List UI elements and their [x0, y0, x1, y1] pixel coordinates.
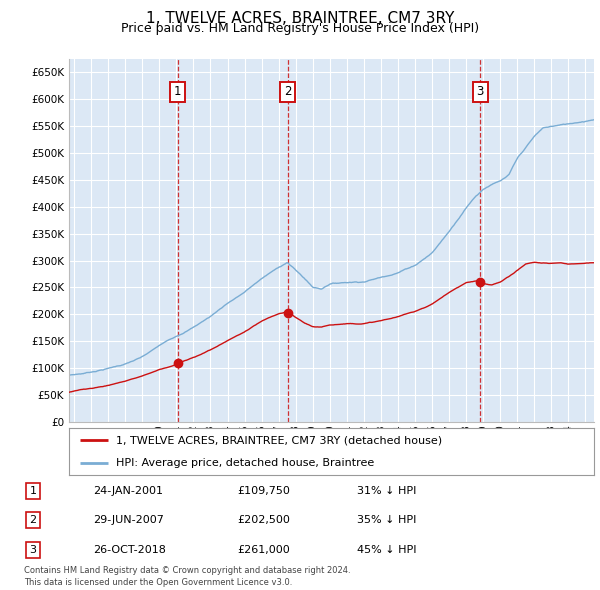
Text: 1, TWELVE ACRES, BRAINTREE, CM7 3RY (detached house): 1, TWELVE ACRES, BRAINTREE, CM7 3RY (det… — [116, 435, 442, 445]
Text: HPI: Average price, detached house, Braintree: HPI: Average price, detached house, Brai… — [116, 458, 374, 468]
Text: £261,000: £261,000 — [237, 545, 290, 555]
Text: Contains HM Land Registry data © Crown copyright and database right 2024.
This d: Contains HM Land Registry data © Crown c… — [24, 566, 350, 587]
Text: 3: 3 — [29, 545, 37, 555]
Text: Price paid vs. HM Land Registry's House Price Index (HPI): Price paid vs. HM Land Registry's House … — [121, 22, 479, 35]
Text: £109,750: £109,750 — [237, 486, 290, 496]
Text: 1: 1 — [29, 486, 37, 496]
Text: 2: 2 — [284, 86, 292, 99]
Text: 1: 1 — [174, 86, 181, 99]
Text: 29-JUN-2007: 29-JUN-2007 — [93, 516, 164, 525]
Text: £202,500: £202,500 — [237, 516, 290, 525]
Text: 35% ↓ HPI: 35% ↓ HPI — [357, 516, 416, 525]
Text: 26-OCT-2018: 26-OCT-2018 — [93, 545, 166, 555]
Text: 3: 3 — [476, 86, 484, 99]
Text: 45% ↓ HPI: 45% ↓ HPI — [357, 545, 416, 555]
Text: 1, TWELVE ACRES, BRAINTREE, CM7 3RY: 1, TWELVE ACRES, BRAINTREE, CM7 3RY — [146, 11, 454, 25]
Text: 31% ↓ HPI: 31% ↓ HPI — [357, 486, 416, 496]
Text: 2: 2 — [29, 516, 37, 525]
Text: 24-JAN-2001: 24-JAN-2001 — [93, 486, 163, 496]
